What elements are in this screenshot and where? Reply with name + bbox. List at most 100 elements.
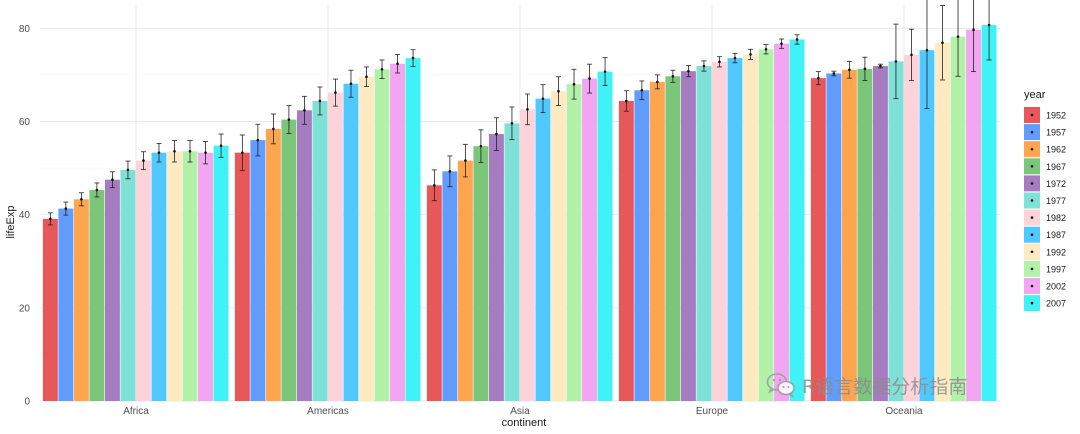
bar <box>566 84 582 401</box>
legend-label: 1962 <box>1046 145 1066 155</box>
legend-label: 1987 <box>1046 230 1066 240</box>
bar <box>618 100 634 401</box>
bar <box>281 119 297 401</box>
bar <box>789 39 805 402</box>
x-tick-label: Europe <box>696 406 729 417</box>
mean-point <box>433 183 436 187</box>
mean-point <box>687 69 690 73</box>
mean-point <box>349 82 353 86</box>
bar <box>950 36 966 402</box>
x-tick-label: Oceania <box>885 406 923 417</box>
bar <box>343 83 359 401</box>
bar <box>457 160 473 401</box>
y-tick-label: 0 <box>24 397 30 408</box>
y-axis-ticks: 0 20 40 60 80 <box>19 24 31 408</box>
mean-point <box>95 188 99 192</box>
legend-label: 1957 <box>1046 128 1066 138</box>
legend-label: 1997 <box>1046 264 1066 274</box>
legend-point <box>1030 267 1034 271</box>
bar <box>234 152 250 401</box>
bar <box>359 76 374 401</box>
bar <box>597 71 613 401</box>
bar <box>73 199 89 401</box>
y-tick-label: 40 <box>19 210 31 221</box>
mean-point <box>817 76 820 80</box>
mean-point <box>495 132 498 136</box>
legend-point <box>1030 216 1034 219</box>
bar <box>374 69 390 402</box>
bar <box>743 54 758 401</box>
error-bars <box>47 0 992 226</box>
y-tick-label: 80 <box>19 24 31 35</box>
wechat-icon <box>766 373 795 398</box>
mean-point <box>157 151 161 154</box>
mean-point <box>510 122 514 125</box>
bar <box>872 66 888 402</box>
bar <box>966 29 981 401</box>
mean-point <box>272 127 275 131</box>
watermark-text: R语言数据分析指南 <box>802 375 968 398</box>
bar <box>857 68 873 402</box>
mean-point <box>749 53 752 56</box>
bar <box>328 92 343 402</box>
bar <box>774 43 789 401</box>
bar <box>582 78 597 402</box>
x-tick-label: Asia <box>510 406 530 417</box>
legend-title: year <box>1024 89 1046 101</box>
mean-point <box>448 170 452 173</box>
bar <box>182 151 198 401</box>
bar <box>104 179 120 401</box>
mean-point <box>588 77 591 80</box>
legend-label: 2007 <box>1046 299 1066 309</box>
mean-point <box>219 144 223 147</box>
legend: year 1952 1957 1962 1967 1972 1977 1982 1987 199… <box>1024 89 1066 312</box>
y-axis-title: lifeExp <box>5 205 17 238</box>
legend-label: 1972 <box>1046 179 1066 189</box>
mean-point <box>764 47 768 51</box>
legend-point <box>1030 199 1034 202</box>
legend-label: 1977 <box>1046 196 1066 206</box>
legend-point <box>1030 147 1034 151</box>
mean-point <box>733 56 737 60</box>
bar <box>250 140 266 401</box>
mean-point <box>879 64 882 68</box>
mean-point <box>541 97 545 100</box>
mean-point <box>526 108 529 111</box>
bar <box>167 151 182 401</box>
watermark: R语言数据分析指南 <box>766 370 967 400</box>
mean-point <box>848 68 851 72</box>
bar <box>265 128 281 401</box>
bar <box>810 78 826 402</box>
mean-point <box>49 217 52 221</box>
legend-label: 1992 <box>1046 247 1066 257</box>
mean-point <box>396 62 399 66</box>
bar <box>390 63 405 402</box>
mean-point <box>718 60 721 64</box>
legend-point <box>1030 113 1034 117</box>
bar <box>535 98 551 402</box>
bar <box>696 66 712 402</box>
bar <box>826 73 842 401</box>
bar <box>649 81 665 401</box>
legend-point <box>1030 284 1034 288</box>
mean-point <box>80 197 83 201</box>
mean-point <box>671 74 675 78</box>
mean-point <box>303 108 306 112</box>
mean-point <box>910 53 913 57</box>
x-tick-label: Africa <box>123 406 149 417</box>
bar <box>888 61 904 401</box>
bar <box>213 145 229 401</box>
bar <box>442 171 458 401</box>
mean-point <box>188 149 192 153</box>
legend-items: 1952 1957 1962 1967 1972 1977 1982 1987 1992 1997… <box>1024 107 1066 312</box>
bar <box>136 160 151 401</box>
mean-point <box>287 118 291 121</box>
mean-point <box>111 178 114 182</box>
legend-label: 2002 <box>1046 282 1066 292</box>
mean-point <box>572 82 576 86</box>
legend-label: 1952 <box>1046 111 1066 121</box>
bar <box>665 76 681 401</box>
y-tick-label: 20 <box>19 303 31 314</box>
bar <box>120 169 136 401</box>
bar <box>935 42 950 401</box>
